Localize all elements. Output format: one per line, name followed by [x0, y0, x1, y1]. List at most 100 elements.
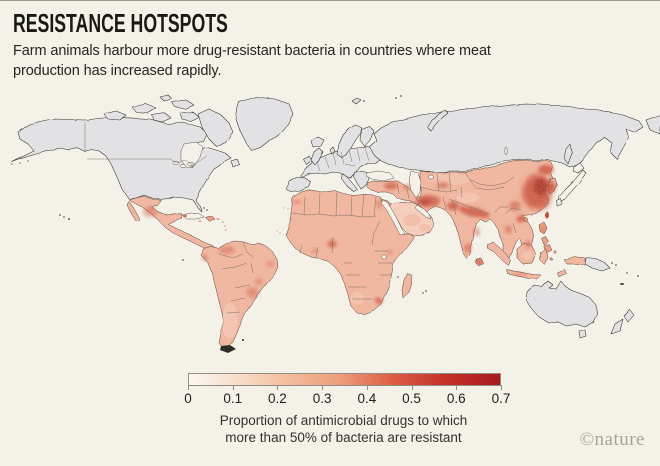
region-madagascar: [401, 272, 413, 299]
hotspot-iran-core: [420, 199, 430, 205]
region-philippines-visayas: [541, 236, 550, 247]
hotspot-sri-lanka: [477, 260, 481, 264]
region-sulawesi: [539, 248, 549, 266]
region-sumatra: [486, 241, 512, 267]
patch-rub-al-khali: [419, 224, 431, 232]
region-iberia: [286, 176, 312, 193]
tick-3: [322, 385, 324, 390]
region-taiwan: [545, 211, 549, 219]
nature-credit: ©nature: [579, 429, 645, 450]
aral-sea: [428, 174, 434, 180]
region-timor: [556, 269, 568, 278]
patch-patagonia-light: [222, 303, 238, 339]
hotspot-north-vietnam: [517, 215, 525, 223]
canary-1: [283, 207, 285, 209]
surveyed-regions: [126, 159, 586, 349]
hotspot-northeast-china: [538, 165, 554, 175]
patch-kalahari-light: [350, 292, 364, 304]
hotspot-brazil-interior: [255, 278, 263, 286]
tick-7: [501, 385, 502, 390]
hotspot-punjab: [447, 202, 459, 210]
cuba-west-spot: [183, 214, 187, 218]
region-japan-hokkaido: [572, 162, 585, 174]
cape-verde-1: [276, 230, 278, 232]
patch-mauritania: [291, 223, 303, 233]
hotspot-mekong-delta: [525, 241, 531, 247]
tick-label-3: 0.3: [312, 391, 332, 406]
vanuatu: [626, 272, 628, 274]
region-bering-fragment: [645, 114, 660, 135]
solomon-1: [611, 262, 613, 264]
region-iceland: [310, 136, 325, 148]
cuba: [181, 212, 205, 220]
figure-title: RESISTANCE HOTSPOTS: [13, 8, 228, 38]
subtitle-line-2: production has increased rapidly.: [13, 63, 222, 79]
borders-europe: [316, 147, 370, 172]
hotspot-ghana: [312, 249, 318, 253]
region-arctic-island-1: [103, 110, 127, 121]
patch-kazakh-light: [430, 173, 470, 185]
hotspot-east-turkey: [384, 182, 398, 190]
antilles-1: [222, 221, 224, 223]
scale-tickmarks: [188, 385, 502, 390]
hotspot-sichuan: [509, 201, 521, 211]
tick-6: [456, 385, 458, 390]
world-choropleth-map: [11, 94, 660, 353]
hotspot-deccan: [474, 228, 480, 236]
region-maluku-1: [549, 257, 553, 261]
hotspot-mexico: [143, 207, 157, 217]
hotspot-morocco: [293, 200, 301, 204]
region-hispaniola: [205, 215, 216, 223]
great-lake-1: [172, 160, 180, 165]
tick-0: [188, 385, 189, 390]
hotspot-south-india: [464, 243, 472, 253]
great-lake-2: [179, 164, 187, 168]
hotspot-northeast-brazil: [266, 261, 274, 267]
hotspot-philippines: [541, 227, 545, 231]
figure-subtitle: Farm animals harbour more drug-resistant…: [13, 41, 491, 81]
patch-sahara-west: [296, 209, 322, 225]
caspian-sea: [408, 170, 422, 199]
tick-label-1: 0.1: [223, 391, 243, 406]
region-maluku-2: [553, 250, 557, 254]
hawaii-1: [59, 214, 61, 216]
hotspot-kenya: [387, 250, 393, 256]
aleutian-3: [27, 160, 29, 162]
hotspot-east-china-core: [534, 179, 548, 195]
small-islands: [11, 95, 639, 353]
region-great-britain: [310, 147, 324, 166]
hotspot-uzbekistan: [437, 182, 449, 188]
new-caledonia: [620, 283, 624, 285]
patch-libya: [342, 202, 362, 216]
mauritius: [425, 290, 427, 292]
region-japan-honshu: [558, 169, 587, 204]
region-japan-kyushu: [556, 198, 563, 207]
tick-label-6: 0.6: [446, 391, 466, 406]
region-scandinavia: [336, 124, 362, 158]
antilles-2: [224, 225, 226, 227]
region-north-america: [11, 116, 232, 213]
region-italy: [341, 173, 358, 192]
lake-victoria: [381, 254, 387, 260]
patch-tibet-light: [456, 193, 480, 203]
region-arctic-island-3: [151, 112, 172, 123]
franz-josef-1: [395, 97, 397, 99]
region-balkans-greece: [353, 170, 370, 190]
scale-caption-line-2: more than 50% of bacteria are resistant: [225, 429, 462, 445]
borders-middle-east: [396, 182, 420, 207]
tick-1: [232, 385, 234, 390]
region-south-america: [200, 240, 279, 349]
hudson-bay: [180, 141, 204, 169]
antilles-3: [225, 229, 227, 231]
region-new-guinea-west: [563, 255, 586, 266]
region-newfoundland: [230, 158, 240, 168]
red-sea: [380, 199, 406, 236]
no-data-regions: [11, 94, 660, 339]
tick-label-2: 0.2: [268, 391, 287, 406]
hotspot-thailand: [505, 225, 511, 233]
svalbard-east: [363, 100, 365, 102]
region-sakhalin: [563, 143, 573, 165]
region-svalbard: [351, 97, 362, 105]
solomon-2: [615, 264, 617, 266]
